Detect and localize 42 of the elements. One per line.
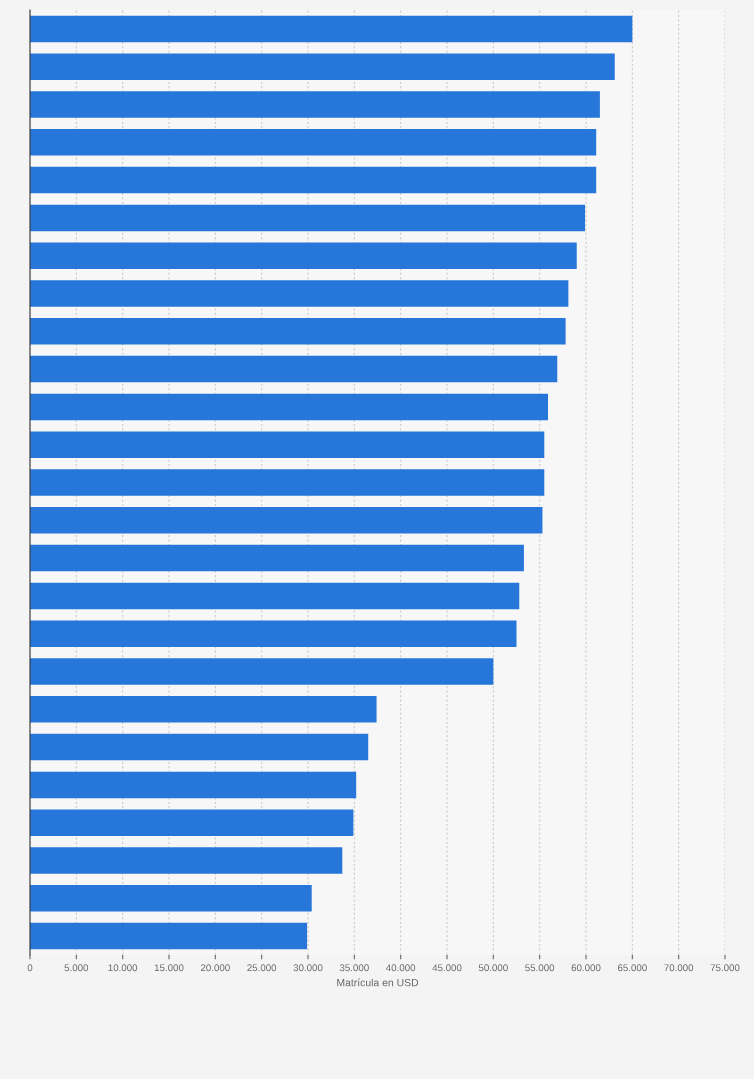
bar	[30, 771, 357, 799]
bar	[30, 91, 600, 118]
bar	[30, 280, 569, 307]
bar	[30, 620, 517, 647]
x-tick-label: 0	[27, 964, 33, 972]
bar	[30, 318, 566, 345]
x-tick-label: 40.000	[386, 964, 416, 972]
x-tick-label: 25.000	[247, 964, 277, 972]
bar	[30, 53, 615, 80]
x-tick-label: 55.000	[525, 964, 555, 972]
bar	[30, 431, 545, 458]
bar	[30, 885, 312, 912]
x-tick-label: 15.000	[154, 964, 184, 972]
bar	[30, 129, 597, 156]
bar	[30, 922, 308, 950]
bar	[30, 544, 524, 572]
bar	[30, 469, 545, 496]
bar	[30, 166, 597, 194]
x-tick-label: 50.000	[478, 964, 508, 972]
bar	[30, 733, 369, 761]
bar	[30, 658, 494, 685]
x-tick-label: 45.000	[432, 964, 462, 972]
bar	[30, 696, 377, 723]
x-tick-label: 70.000	[664, 964, 694, 972]
x-tick-label: 20.000	[200, 964, 230, 972]
x-tick-label: 75.000	[710, 964, 740, 972]
x-tick-label: 60.000	[571, 964, 601, 972]
bar	[30, 393, 549, 421]
bar	[30, 204, 586, 232]
x-tick-label: 35.000	[339, 964, 369, 972]
x-tick-label: 65.000	[617, 964, 647, 972]
x-axis-title: Matrícula en USD	[337, 978, 419, 987]
bar	[30, 582, 520, 610]
bar	[30, 355, 558, 383]
x-tick-label: 10.000	[108, 964, 138, 972]
bar	[30, 15, 633, 43]
bar	[30, 847, 343, 874]
x-tick-label: 5.000	[64, 964, 89, 972]
bar	[30, 507, 543, 534]
x-tick-label: 30.000	[293, 964, 323, 972]
bar	[30, 242, 577, 269]
bar	[30, 809, 354, 836]
